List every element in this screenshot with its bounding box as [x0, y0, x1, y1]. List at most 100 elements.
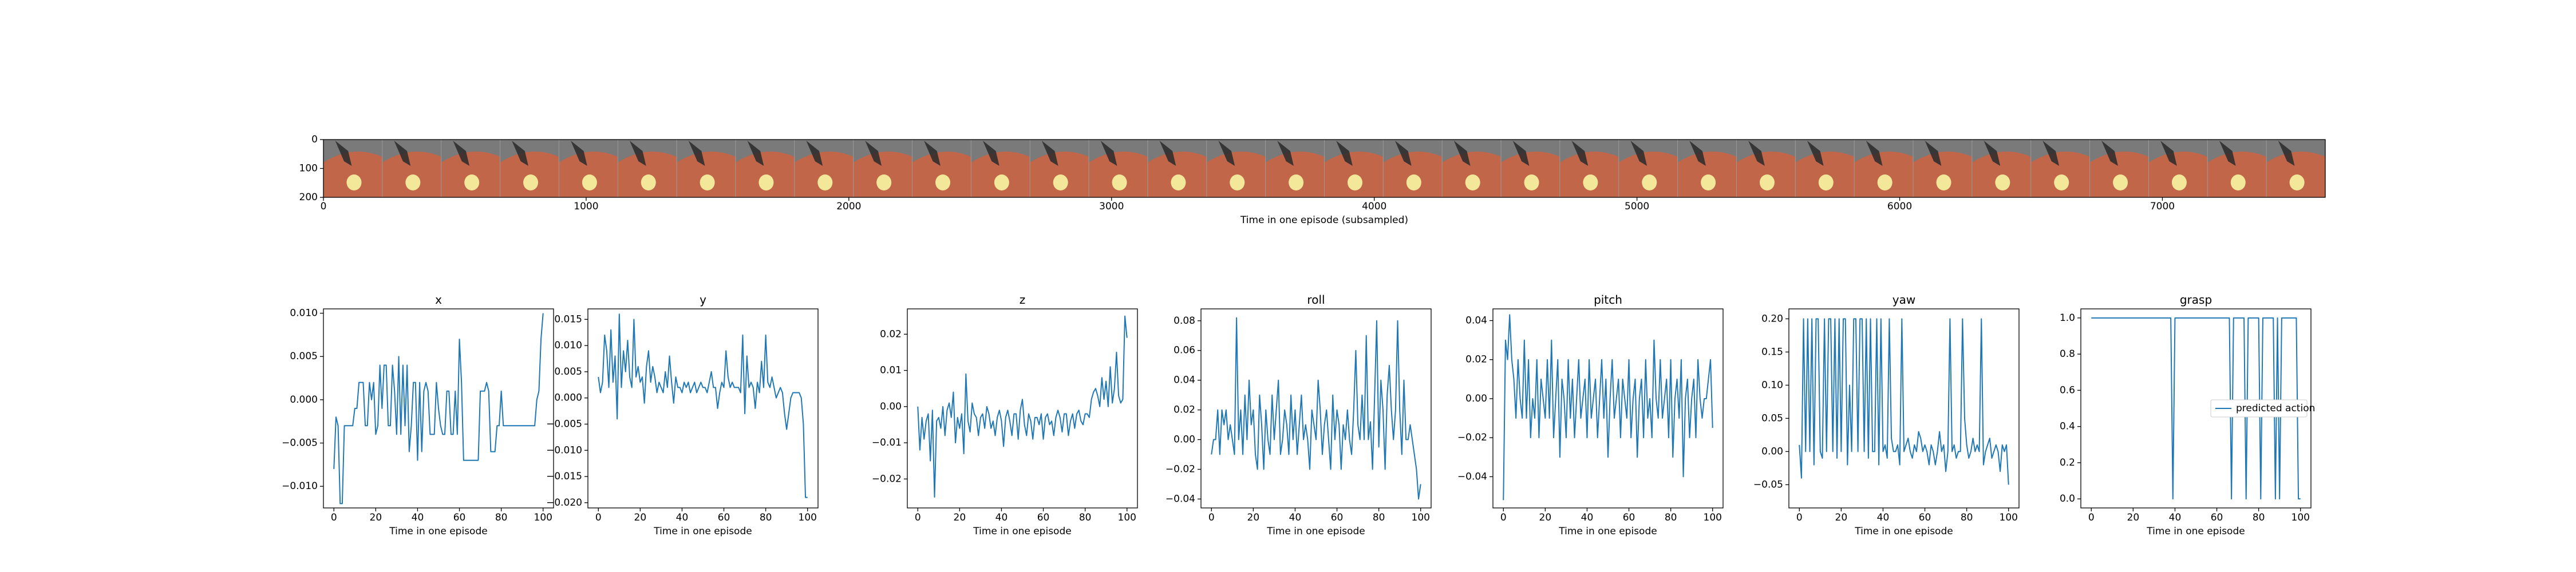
frame-table	[1089, 152, 1148, 197]
axes-frame-y	[587, 308, 819, 509]
frame-target-disc	[935, 174, 951, 190]
x-axis-label: Time in one episode	[653, 526, 752, 537]
frame-robot-arm	[335, 141, 352, 166]
frame-target-disc	[876, 174, 892, 190]
frame-table	[735, 152, 795, 197]
x-tick-label: 100	[2291, 512, 2310, 523]
strip-x-tick-label: 1000	[574, 201, 598, 212]
frame-target-disc	[1112, 174, 1127, 190]
frame-target-disc	[2054, 174, 2069, 190]
x-tick-label: 80	[1961, 512, 1973, 523]
frame-robot-arm	[1866, 141, 1883, 166]
frame-table	[1206, 152, 1266, 197]
frame-19	[1441, 140, 1502, 197]
y-tick-label: −0.010	[546, 444, 582, 456]
axes-frame-pitch	[1492, 308, 1724, 509]
frame-robot-arm	[1689, 141, 1706, 166]
y-tick-label: 0.00	[1174, 434, 1195, 446]
x-tick-label: 0	[915, 512, 921, 523]
y-tick-label: 0.015	[554, 313, 582, 325]
y-tick-label: 0.8	[2060, 348, 2075, 360]
frame-table	[323, 152, 382, 197]
y-tick-label: 1.0	[2060, 312, 2075, 324]
y-tick-label: 0.02	[880, 328, 902, 340]
frame-33	[2266, 140, 2326, 197]
x-tick-label: 60	[2211, 512, 2223, 523]
x-tick-label: 40	[676, 512, 689, 523]
subplot-title: z	[1020, 293, 1026, 307]
x-tick-label: 80	[495, 512, 508, 523]
frame-1	[382, 140, 442, 197]
x-tick-label: 100	[1704, 512, 1722, 523]
x-axis-label: Time in one episode	[1558, 526, 1657, 537]
frame-robot-arm	[1748, 141, 1765, 166]
strip-x-axis-label: Time in one episode (subsampled)	[1240, 214, 1408, 226]
frame-robot-arm	[2278, 141, 2295, 166]
series-line-grasp	[2091, 317, 2301, 500]
x-axis-label: Time in one episode	[973, 526, 1071, 537]
axes-frame-x	[323, 308, 554, 509]
y-tick-label: 0.00	[1761, 446, 1783, 457]
frame-target-disc	[582, 174, 597, 190]
strip-y-tick-label: 200	[299, 192, 318, 203]
x-tick-label: 20	[370, 512, 382, 523]
frame-robot-arm	[1159, 141, 1176, 166]
frame-robot-arm	[1807, 141, 1824, 166]
y-tick-label: 0.02	[1174, 404, 1195, 416]
frame-target-disc	[1524, 174, 1539, 190]
x-tick-label: 100	[1412, 512, 1430, 523]
legend-label: predicted action	[2236, 403, 2315, 414]
y-tick-label: 0.0	[2060, 493, 2075, 505]
subplot-title: roll	[1307, 293, 1325, 307]
x-tick-label: 80	[760, 512, 772, 523]
frame-robot-arm	[1571, 141, 1589, 166]
frame-table	[1913, 152, 1972, 197]
frame-target-disc	[405, 174, 421, 190]
subplot-title: x	[435, 293, 442, 307]
axes-frame-yaw	[1788, 308, 2020, 509]
x-tick-label: 100	[1118, 512, 1136, 523]
frame-robot-arm	[1630, 141, 1647, 166]
subplot-title: grasp	[2180, 293, 2212, 307]
frame-10	[912, 140, 971, 197]
frame-6	[676, 140, 736, 197]
x-tick-label: 20	[634, 512, 647, 523]
y-tick-label: 0.005	[554, 366, 582, 378]
y-tick-label: 0.01	[880, 365, 902, 376]
x-tick-label: 0	[595, 512, 602, 523]
frame-13	[1088, 140, 1148, 197]
frame-table	[1501, 152, 1560, 197]
frame-target-disc	[1465, 174, 1480, 190]
frame-target-disc	[994, 174, 1009, 190]
frame-target-disc	[1347, 174, 1362, 190]
frame-24	[1736, 140, 1796, 197]
frame-table	[2089, 152, 2149, 197]
x-axis-label: Time in one episode	[2146, 526, 2245, 537]
frame-32	[2207, 140, 2267, 197]
frame-table	[1324, 152, 1384, 197]
frame-target-disc	[1759, 174, 1775, 190]
y-tick-label: 0.05	[1761, 412, 1783, 424]
frame-table	[1795, 152, 1855, 197]
frame-11	[970, 140, 1030, 197]
frame-26	[1854, 140, 1914, 197]
frame-30	[2089, 140, 2149, 197]
y-tick-label: −0.04	[1457, 471, 1487, 482]
y-tick-label: −0.020	[546, 497, 582, 509]
series-line-roll	[1211, 317, 1421, 500]
y-tick-label: 0.15	[1761, 346, 1783, 357]
subplot-title: y	[700, 293, 706, 307]
axes-frame-grasp	[2080, 308, 2312, 509]
y-tick-label: 0.02	[1465, 354, 1487, 366]
frame-table	[1383, 152, 1443, 197]
frame-table	[1736, 152, 1796, 197]
frame-robot-arm	[688, 141, 705, 166]
frame-target-disc	[464, 174, 480, 190]
frame-23	[1677, 140, 1737, 197]
legend-box	[2210, 399, 2308, 418]
series-line-yaw	[1799, 318, 2009, 485]
frame-target-disc	[758, 174, 774, 190]
frame-robot-arm	[1041, 141, 1058, 166]
frame-table	[1618, 152, 1678, 197]
frame-0	[323, 140, 383, 197]
